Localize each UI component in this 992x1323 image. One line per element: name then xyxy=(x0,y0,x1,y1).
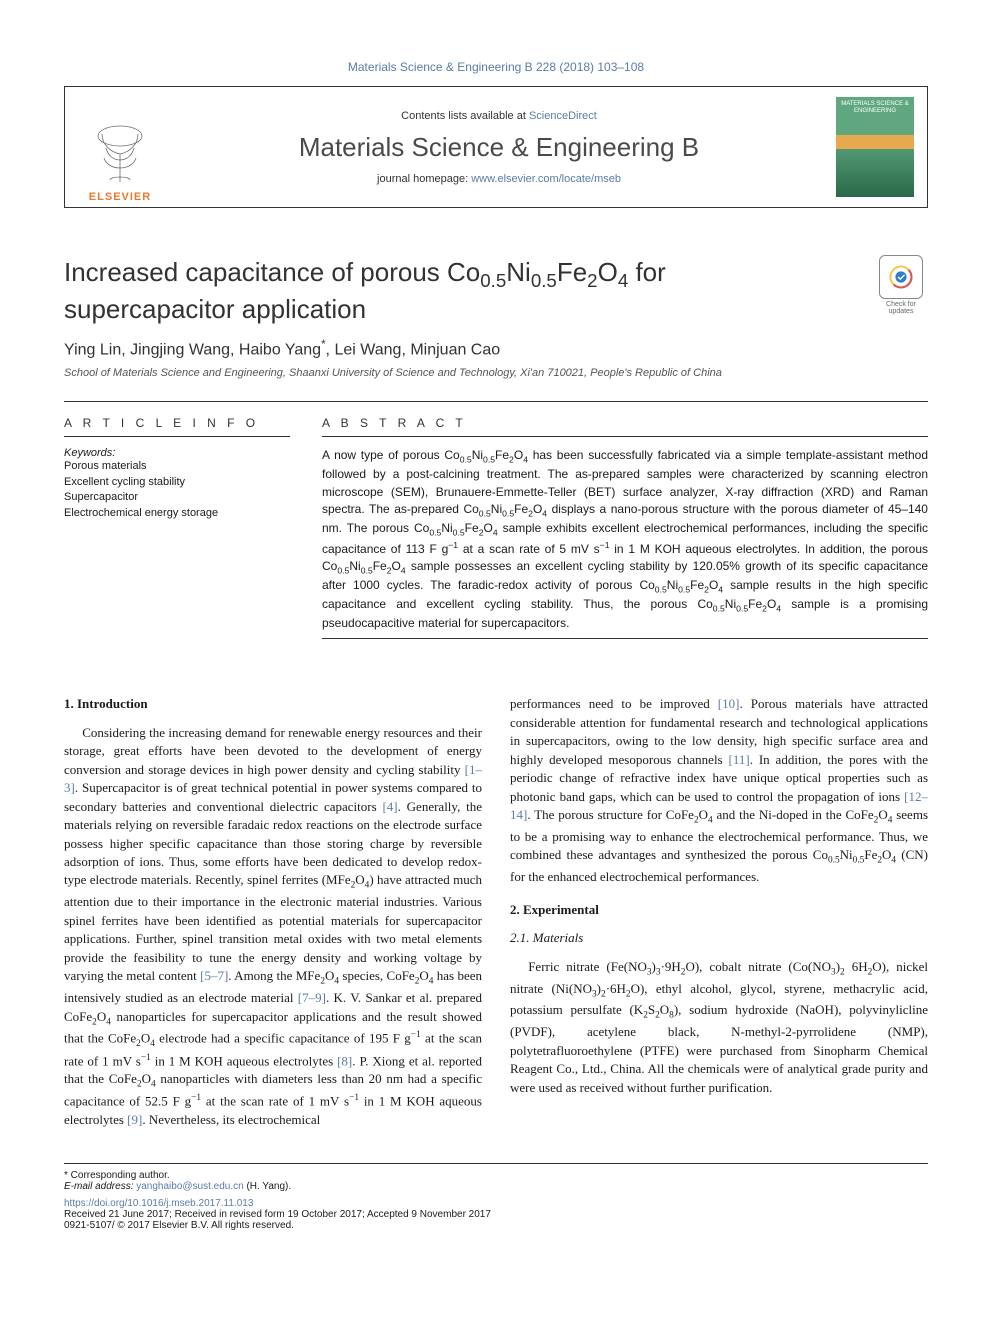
article-info-head: A R T I C L E I N F O xyxy=(64,416,290,430)
cover-thumbnail: MATERIALS SCIENCE & ENGINEERING xyxy=(836,97,914,197)
body-columns: 1. Introduction Considering the increasi… xyxy=(64,695,928,1129)
cover-band xyxy=(836,135,914,149)
received-dates: Received 21 June 2017; Received in revis… xyxy=(64,1209,928,1220)
email-line: E-mail address: yanghaibo@sust.edu.cn (H… xyxy=(64,1181,928,1192)
abstract-text: A now type of porous Co0.5Ni0.5Fe2O4 has… xyxy=(322,447,928,632)
homepage-prefix: journal homepage: xyxy=(377,173,471,185)
body-paragraph: performances need to be improved [10]. P… xyxy=(510,695,928,886)
email-label: E-mail address: xyxy=(64,1181,136,1192)
keyword: Supercapacitor xyxy=(64,490,290,505)
article-title: Increased capacitance of porous Co0.5Ni0… xyxy=(64,256,928,325)
crossmark-label: Check for updates xyxy=(874,301,928,315)
section-heading: 2. Experimental xyxy=(510,901,928,919)
corresponding-email[interactable]: yanghaibo@sust.edu.cn xyxy=(136,1181,243,1192)
keywords-list: Porous materials Excellent cycling stabi… xyxy=(64,459,290,521)
abstract-head: A B S T R A C T xyxy=(322,416,928,430)
article-info-column: A R T I C L E I N F O Keywords: Porous m… xyxy=(64,402,290,649)
journal-header: ELSEVIER Contents lists available at Sci… xyxy=(64,86,928,208)
body-col-left: 1. Introduction Considering the increasi… xyxy=(64,695,482,1129)
journal-header-center: Contents lists available at ScienceDirec… xyxy=(175,87,823,207)
doi-link[interactable]: https://doi.org/10.1016/j.mseb.2017.11.0… xyxy=(64,1198,928,1209)
email-suffix: (H. Yang). xyxy=(244,1181,291,1192)
journal-homepage-link[interactable]: www.elsevier.com/locate/mseb xyxy=(471,173,621,185)
section-heading: 1. Introduction xyxy=(64,695,482,713)
sciencedirect-link[interactable]: ScienceDirect xyxy=(529,110,597,122)
journal-cover: MATERIALS SCIENCE & ENGINEERING xyxy=(823,87,927,207)
authors: Ying Lin, Jingjing Wang, Haibo Yang*, Le… xyxy=(64,339,928,359)
keyword: Porous materials xyxy=(64,459,290,474)
homepage-line: journal homepage: www.elsevier.com/locat… xyxy=(377,173,621,185)
contents-prefix: Contents lists available at xyxy=(401,110,529,122)
crossmark-icon xyxy=(879,255,923,299)
keyword: Electrochemical energy storage xyxy=(64,506,290,521)
keyword: Excellent cycling stability xyxy=(64,475,290,490)
abstract-column: A B S T R A C T A now type of porous Co0… xyxy=(322,402,928,649)
body-paragraph: Considering the increasing demand for re… xyxy=(64,724,482,1130)
contents-line: Contents lists available at ScienceDirec… xyxy=(401,110,597,122)
body-col-right: performances need to be improved [10]. P… xyxy=(510,695,928,1129)
subsection-heading: 2.1. Materials xyxy=(510,929,928,947)
publisher-logo: ELSEVIER xyxy=(65,87,175,207)
cover-title: MATERIALS SCIENCE & ENGINEERING xyxy=(840,101,910,114)
footnotes: * Corresponding author. E-mail address: … xyxy=(64,1163,928,1231)
running-header: Materials Science & Engineering B 228 (2… xyxy=(64,60,928,74)
corresponding-note: * Corresponding author. xyxy=(64,1170,928,1181)
body-paragraph: Ferric nitrate (Fe(NO3)3·9H2O), cobalt n… xyxy=(510,958,928,1097)
journal-title: Materials Science & Engineering B xyxy=(299,132,699,163)
copyright: 0921-5107/ © 2017 Elsevier B.V. All righ… xyxy=(64,1220,928,1231)
elsevier-tree-icon xyxy=(85,119,155,189)
affiliation: School of Materials Science and Engineer… xyxy=(64,367,928,379)
crossmark-badge[interactable]: Check for updates xyxy=(874,255,928,315)
keywords-label: Keywords: xyxy=(64,447,290,459)
publisher-name: ELSEVIER xyxy=(89,191,151,203)
